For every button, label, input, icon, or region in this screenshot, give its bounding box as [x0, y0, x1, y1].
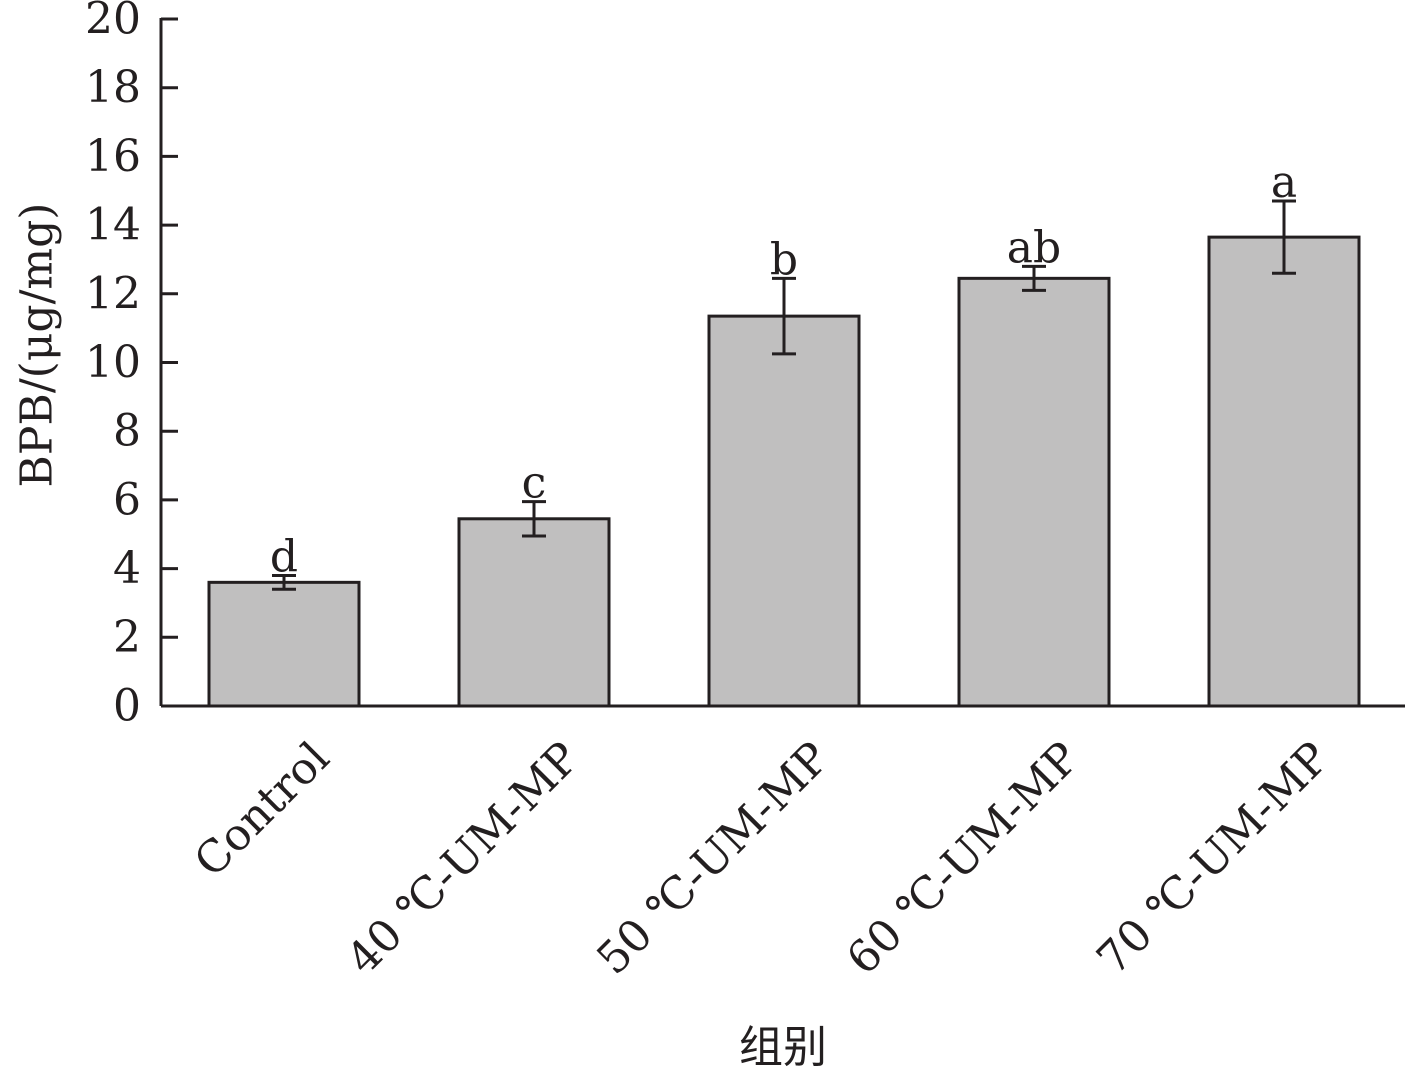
y-tick-label: 12 — [85, 268, 141, 319]
significance-labels: d c b ab a — [270, 157, 1297, 582]
category-label: 40 ℃-UM-MP — [337, 732, 589, 984]
significance-label: d — [270, 531, 298, 582]
significance-label: c — [522, 458, 547, 509]
category-label: 60 ℃-UM-MP — [837, 732, 1089, 984]
error-bar — [1272, 199, 1296, 275]
y-axis-title: BPB/(μg/mg) — [12, 203, 63, 488]
y-tick-label: 20 — [85, 0, 141, 45]
y-tick-label: 2 — [113, 612, 141, 663]
bar — [957, 276, 1111, 708]
y-tick-label: 14 — [85, 200, 141, 251]
category-label: 70 ℃-UM-MP — [1087, 732, 1339, 984]
category-label: Control — [185, 732, 340, 887]
y-tick-label: 16 — [85, 131, 141, 182]
bar — [457, 517, 611, 708]
bar — [207, 580, 361, 708]
y-tick-label: 18 — [85, 62, 141, 113]
category-label: 50 ℃-UM-MP — [587, 732, 839, 984]
bar — [707, 314, 861, 708]
error-bar — [522, 500, 546, 538]
y-tick-label: 4 — [113, 543, 141, 594]
bar — [1207, 235, 1361, 708]
significance-label: ab — [1007, 222, 1061, 273]
error-bar — [272, 573, 296, 591]
error-bars — [272, 199, 1296, 591]
x-axis-title: 组别 — [739, 1022, 827, 1073]
y-ticks: 0 2 4 6 8 10 12 14 16 18 20 — [85, 0, 178, 732]
y-tick-label: 0 — [113, 681, 141, 732]
y-tick-label: 10 — [85, 337, 141, 388]
significance-label: b — [770, 234, 798, 285]
y-tick-label: 6 — [113, 474, 141, 525]
y-tick-label: 8 — [113, 406, 141, 457]
significance-label: a — [1271, 157, 1297, 208]
error-bar — [1022, 264, 1046, 292]
error-bar — [772, 276, 796, 356]
